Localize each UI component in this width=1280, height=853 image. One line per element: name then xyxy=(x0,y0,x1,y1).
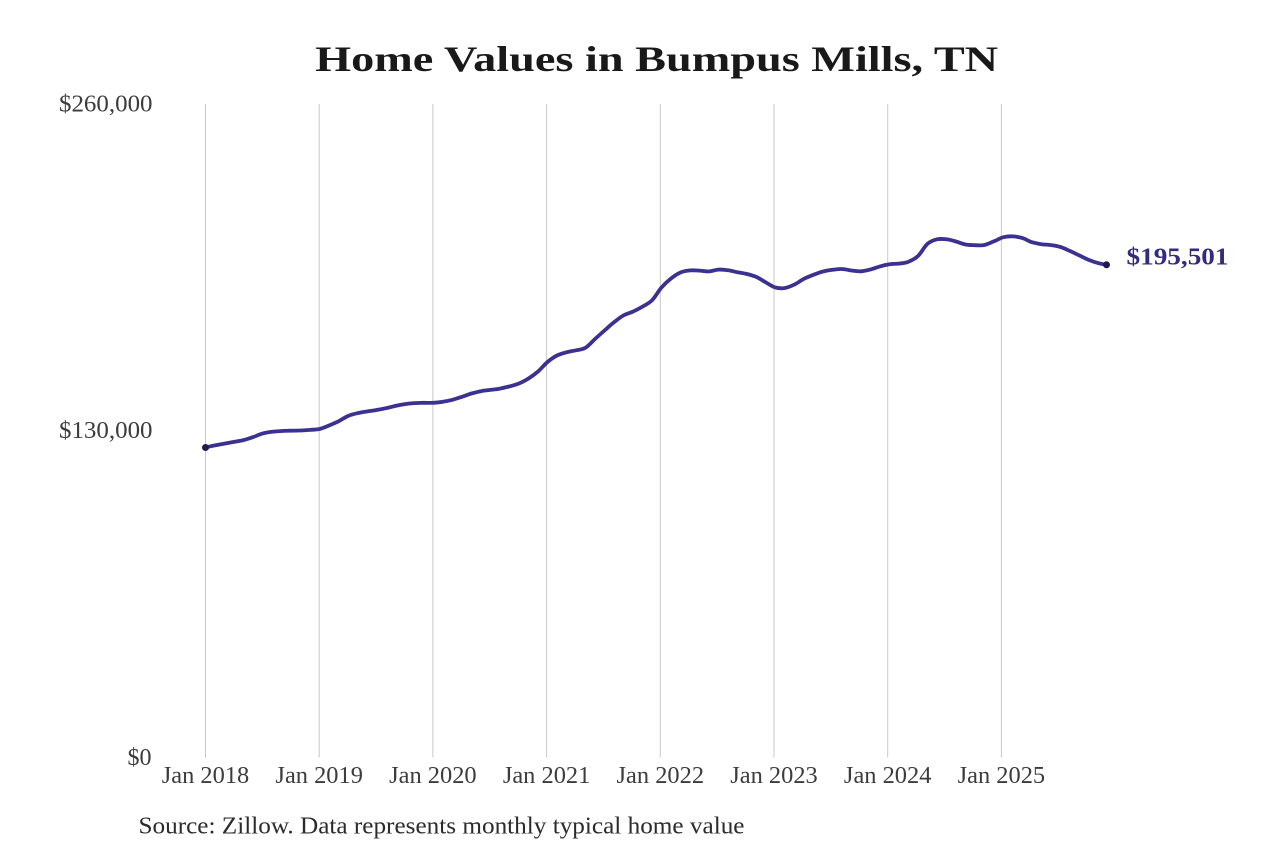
svg-text:Jan 2024: Jan 2024 xyxy=(844,763,932,789)
svg-text:Jan 2025: Jan 2025 xyxy=(958,763,1046,789)
svg-text:Jan 2020: Jan 2020 xyxy=(389,763,477,789)
svg-text:$0: $0 xyxy=(128,745,152,771)
svg-text:Jan 2022: Jan 2022 xyxy=(617,763,705,789)
svg-text:Jan 2023: Jan 2023 xyxy=(730,763,818,789)
svg-text:Home Values in Bumpus Mills, T: Home Values in Bumpus Mills, TN xyxy=(315,39,998,79)
svg-text:Jan 2018: Jan 2018 xyxy=(162,763,250,789)
svg-text:Jan 2019: Jan 2019 xyxy=(275,763,363,789)
svg-text:$260,000: $260,000 xyxy=(59,92,153,118)
svg-text:$195,501: $195,501 xyxy=(1127,243,1229,270)
svg-text:Jan 2021: Jan 2021 xyxy=(503,763,591,789)
svg-text:Source: Zillow. Data represent: Source: Zillow. Data represents monthly … xyxy=(139,812,745,839)
svg-text:$130,000: $130,000 xyxy=(59,418,153,444)
